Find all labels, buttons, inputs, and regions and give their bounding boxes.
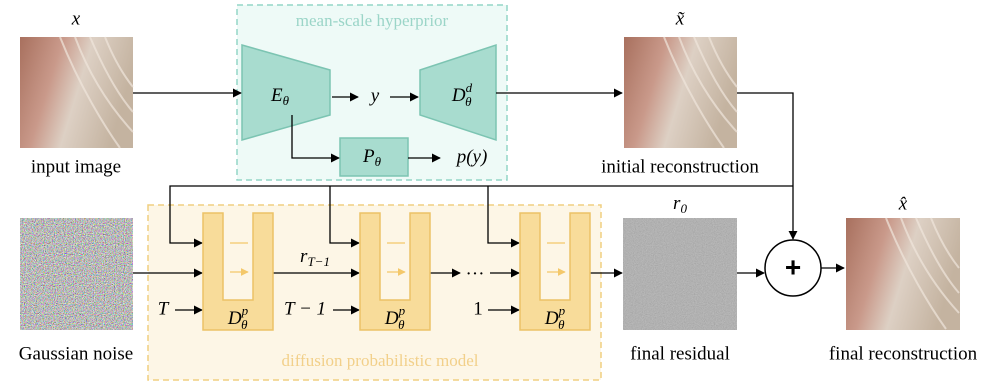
final-symbol: x̂ xyxy=(898,193,908,214)
block-base: D xyxy=(227,308,242,329)
block-sub: θ xyxy=(558,317,565,332)
final-image xyxy=(846,218,960,330)
final-caption: final reconstruction xyxy=(829,343,978,364)
step-label: T − 1 xyxy=(284,298,326,319)
residual-image xyxy=(623,218,737,330)
block-sub: θ xyxy=(241,317,248,332)
block-base: D xyxy=(384,308,399,329)
block-sup: p xyxy=(398,303,406,318)
latent-label: y xyxy=(369,85,380,106)
hyperprior-title: mean-scale hyperprior xyxy=(296,11,449,30)
block-sub: θ xyxy=(398,317,405,332)
initial-caption: initial reconstruction xyxy=(601,156,759,177)
noise-caption: Gaussian noise xyxy=(19,343,134,364)
ellipsis: … xyxy=(466,258,485,279)
block-sup: p xyxy=(241,303,249,318)
input-symbol: x xyxy=(71,8,81,29)
probability-label: p(y) xyxy=(455,146,488,167)
residual-caption: final residual xyxy=(630,343,730,364)
input-caption: input image xyxy=(31,156,121,177)
sum-label: + xyxy=(785,251,801,282)
block-base: D xyxy=(544,308,559,329)
input-image xyxy=(20,37,133,148)
initial-symbol: x̃ xyxy=(675,8,685,29)
noise-image xyxy=(20,218,133,330)
block-sup: p xyxy=(558,303,566,318)
residual-symbol: r0 xyxy=(673,193,687,216)
diagram: mean-scale hyperprior diffusion probabil… xyxy=(0,0,989,383)
diffusion-title: diffusion probabilistic model xyxy=(281,351,478,370)
step-label: 1 xyxy=(473,298,483,319)
step-label: T xyxy=(158,298,170,319)
initial-image xyxy=(624,37,737,148)
